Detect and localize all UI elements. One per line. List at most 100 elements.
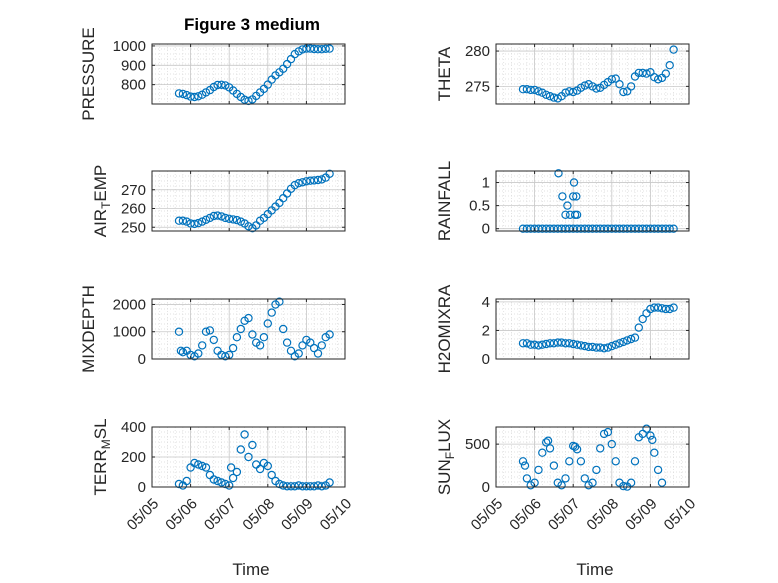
x-tick-label: 05/09 [622, 495, 661, 534]
data-point [626, 478, 636, 487]
x-tick-label: 05/08 [583, 495, 622, 534]
data-series [518, 303, 678, 353]
data-point [286, 346, 296, 355]
data-point [584, 224, 593, 233]
data-point [603, 427, 613, 437]
data-point [626, 82, 636, 91]
data-point [309, 176, 319, 185]
data-point [611, 340, 620, 349]
y-tick-label: 200 [121, 449, 146, 466]
data-point [275, 479, 284, 489]
data-point [545, 339, 555, 348]
data-point [646, 431, 655, 440]
data-point [232, 333, 242, 342]
data-point [669, 303, 678, 312]
data-point [190, 219, 199, 229]
data-point [565, 339, 574, 348]
data-point [178, 348, 188, 357]
data-point [182, 90, 191, 100]
data-point [228, 473, 238, 483]
axes-box [495, 170, 690, 232]
subplot-5: 0 1000 2000 MIXDEPTH [79, 285, 346, 373]
data-point [217, 80, 226, 90]
y-tick-label: 280 [465, 43, 490, 60]
data-point [275, 297, 284, 306]
data-point [224, 214, 234, 223]
data-point [290, 180, 299, 190]
data-point [232, 215, 242, 225]
axes-box [151, 170, 346, 232]
data-point [549, 461, 559, 470]
data-point [228, 343, 238, 353]
data-point [240, 430, 249, 439]
data-point [182, 217, 191, 226]
data-point [317, 482, 326, 491]
data-point [549, 93, 559, 102]
data-series [174, 169, 334, 233]
data-point [174, 479, 184, 489]
data-series [518, 45, 678, 103]
y-tick-label: 400 [121, 419, 146, 436]
data-point [259, 333, 269, 342]
y-tick-label: 260 [121, 201, 146, 218]
data-point [657, 478, 667, 487]
data-point [325, 330, 334, 339]
data-point [638, 314, 647, 324]
data-point [298, 45, 307, 54]
data-point [630, 333, 640, 342]
data-point [313, 349, 323, 358]
data-point [563, 201, 572, 210]
data-point [282, 338, 292, 347]
data-series [174, 44, 334, 106]
subplot-4: 0 0.5 1 RAINFALL [435, 161, 690, 241]
y-tick-label: 275 [465, 78, 490, 95]
axes-box [495, 426, 690, 488]
x-tick-label: 05/05 [124, 495, 163, 534]
data-point [650, 448, 659, 457]
data-point [313, 175, 323, 185]
x-tick-label: 05/06 [162, 495, 201, 534]
data-point [213, 476, 222, 486]
data-point [661, 69, 671, 78]
data-point [240, 95, 249, 104]
data-point [619, 337, 628, 347]
data-point [518, 339, 528, 348]
y-tick-label: 1000 [113, 38, 146, 55]
data-point [205, 326, 215, 335]
subplot-1: 800 900 1000 PRESSURE [79, 27, 346, 121]
data-point [317, 175, 326, 184]
data-point [263, 319, 272, 328]
data-point [298, 178, 307, 187]
data-point [197, 461, 207, 471]
y-tick-label: 900 [121, 57, 146, 74]
data-point [626, 334, 636, 344]
data-point [201, 463, 211, 472]
y-tick-label: 0 [138, 479, 146, 496]
x-tick-label: 05/10 [661, 495, 700, 534]
data-point [244, 313, 253, 323]
data-point [607, 439, 617, 449]
x-tick-label: 05/10 [317, 495, 356, 534]
data-point [182, 476, 191, 486]
subplot-7: 0 200 400 05/05 05/06 05/07 05/08 05/09 05/10 TER… [91, 418, 355, 533]
y-tick-label: 2 [482, 322, 490, 339]
data-point [190, 458, 199, 468]
data-point [194, 218, 203, 228]
y-tick-label: 4 [482, 294, 490, 311]
axes-box [495, 43, 690, 105]
data-point [279, 481, 288, 490]
data-point [569, 178, 579, 187]
x-tick-label: 05/09 [278, 495, 317, 534]
data-point [201, 327, 211, 336]
data-point [572, 210, 582, 219]
data-point [217, 212, 226, 221]
y-axis-label: SUNFLUX [435, 419, 457, 495]
data-point [611, 74, 620, 83]
data-point [623, 336, 632, 345]
data-point [194, 92, 203, 101]
data-point [669, 224, 678, 233]
data-point [543, 436, 553, 445]
y-tick-label: 270 [121, 182, 146, 199]
data-point [619, 481, 628, 491]
data-point [665, 60, 674, 70]
